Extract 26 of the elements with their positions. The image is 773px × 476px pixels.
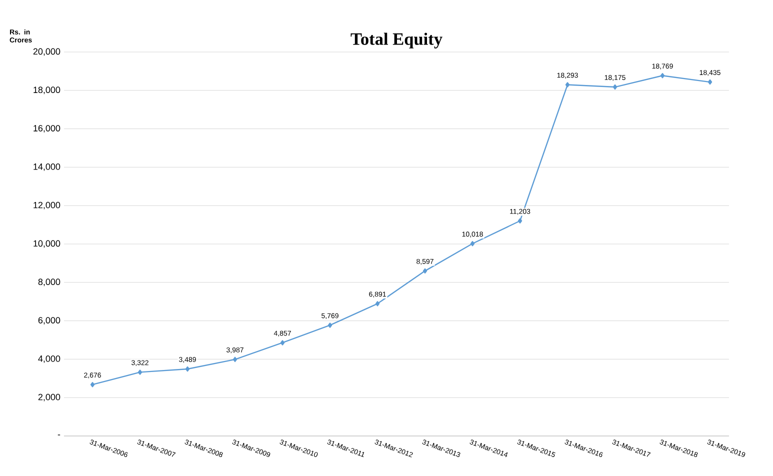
point (422, 268, 428, 274)
y-tick-label: 4,000 (38, 355, 60, 363)
point (138, 370, 142, 375)
point (565, 82, 570, 88)
y-tick-label: 14,000 (34, 163, 60, 171)
point (185, 366, 190, 372)
point (708, 79, 712, 85)
point (90, 382, 95, 388)
y-tick-label: 18,000 (34, 86, 60, 94)
point (375, 301, 380, 306)
point (232, 356, 238, 362)
chart-title: Total Equity (350, 32, 442, 48)
y-tick-label: 16,000 (34, 125, 60, 132)
y-tick-label: 8,000 (38, 278, 60, 286)
point (328, 322, 332, 328)
point (470, 241, 475, 246)
point (518, 218, 522, 224)
y-tick-label: 12,000 (34, 202, 60, 210)
y-tick-label: 10,000 (34, 240, 60, 248)
y-tick-label: - (58, 434, 60, 436)
point (612, 84, 618, 90)
y-tick-label: 6,000 (38, 317, 60, 324)
point (660, 73, 665, 78)
point (280, 340, 285, 346)
y-tick-label: 20,000 (33, 48, 60, 56)
y-tick-label: 2,000 (38, 394, 60, 402)
